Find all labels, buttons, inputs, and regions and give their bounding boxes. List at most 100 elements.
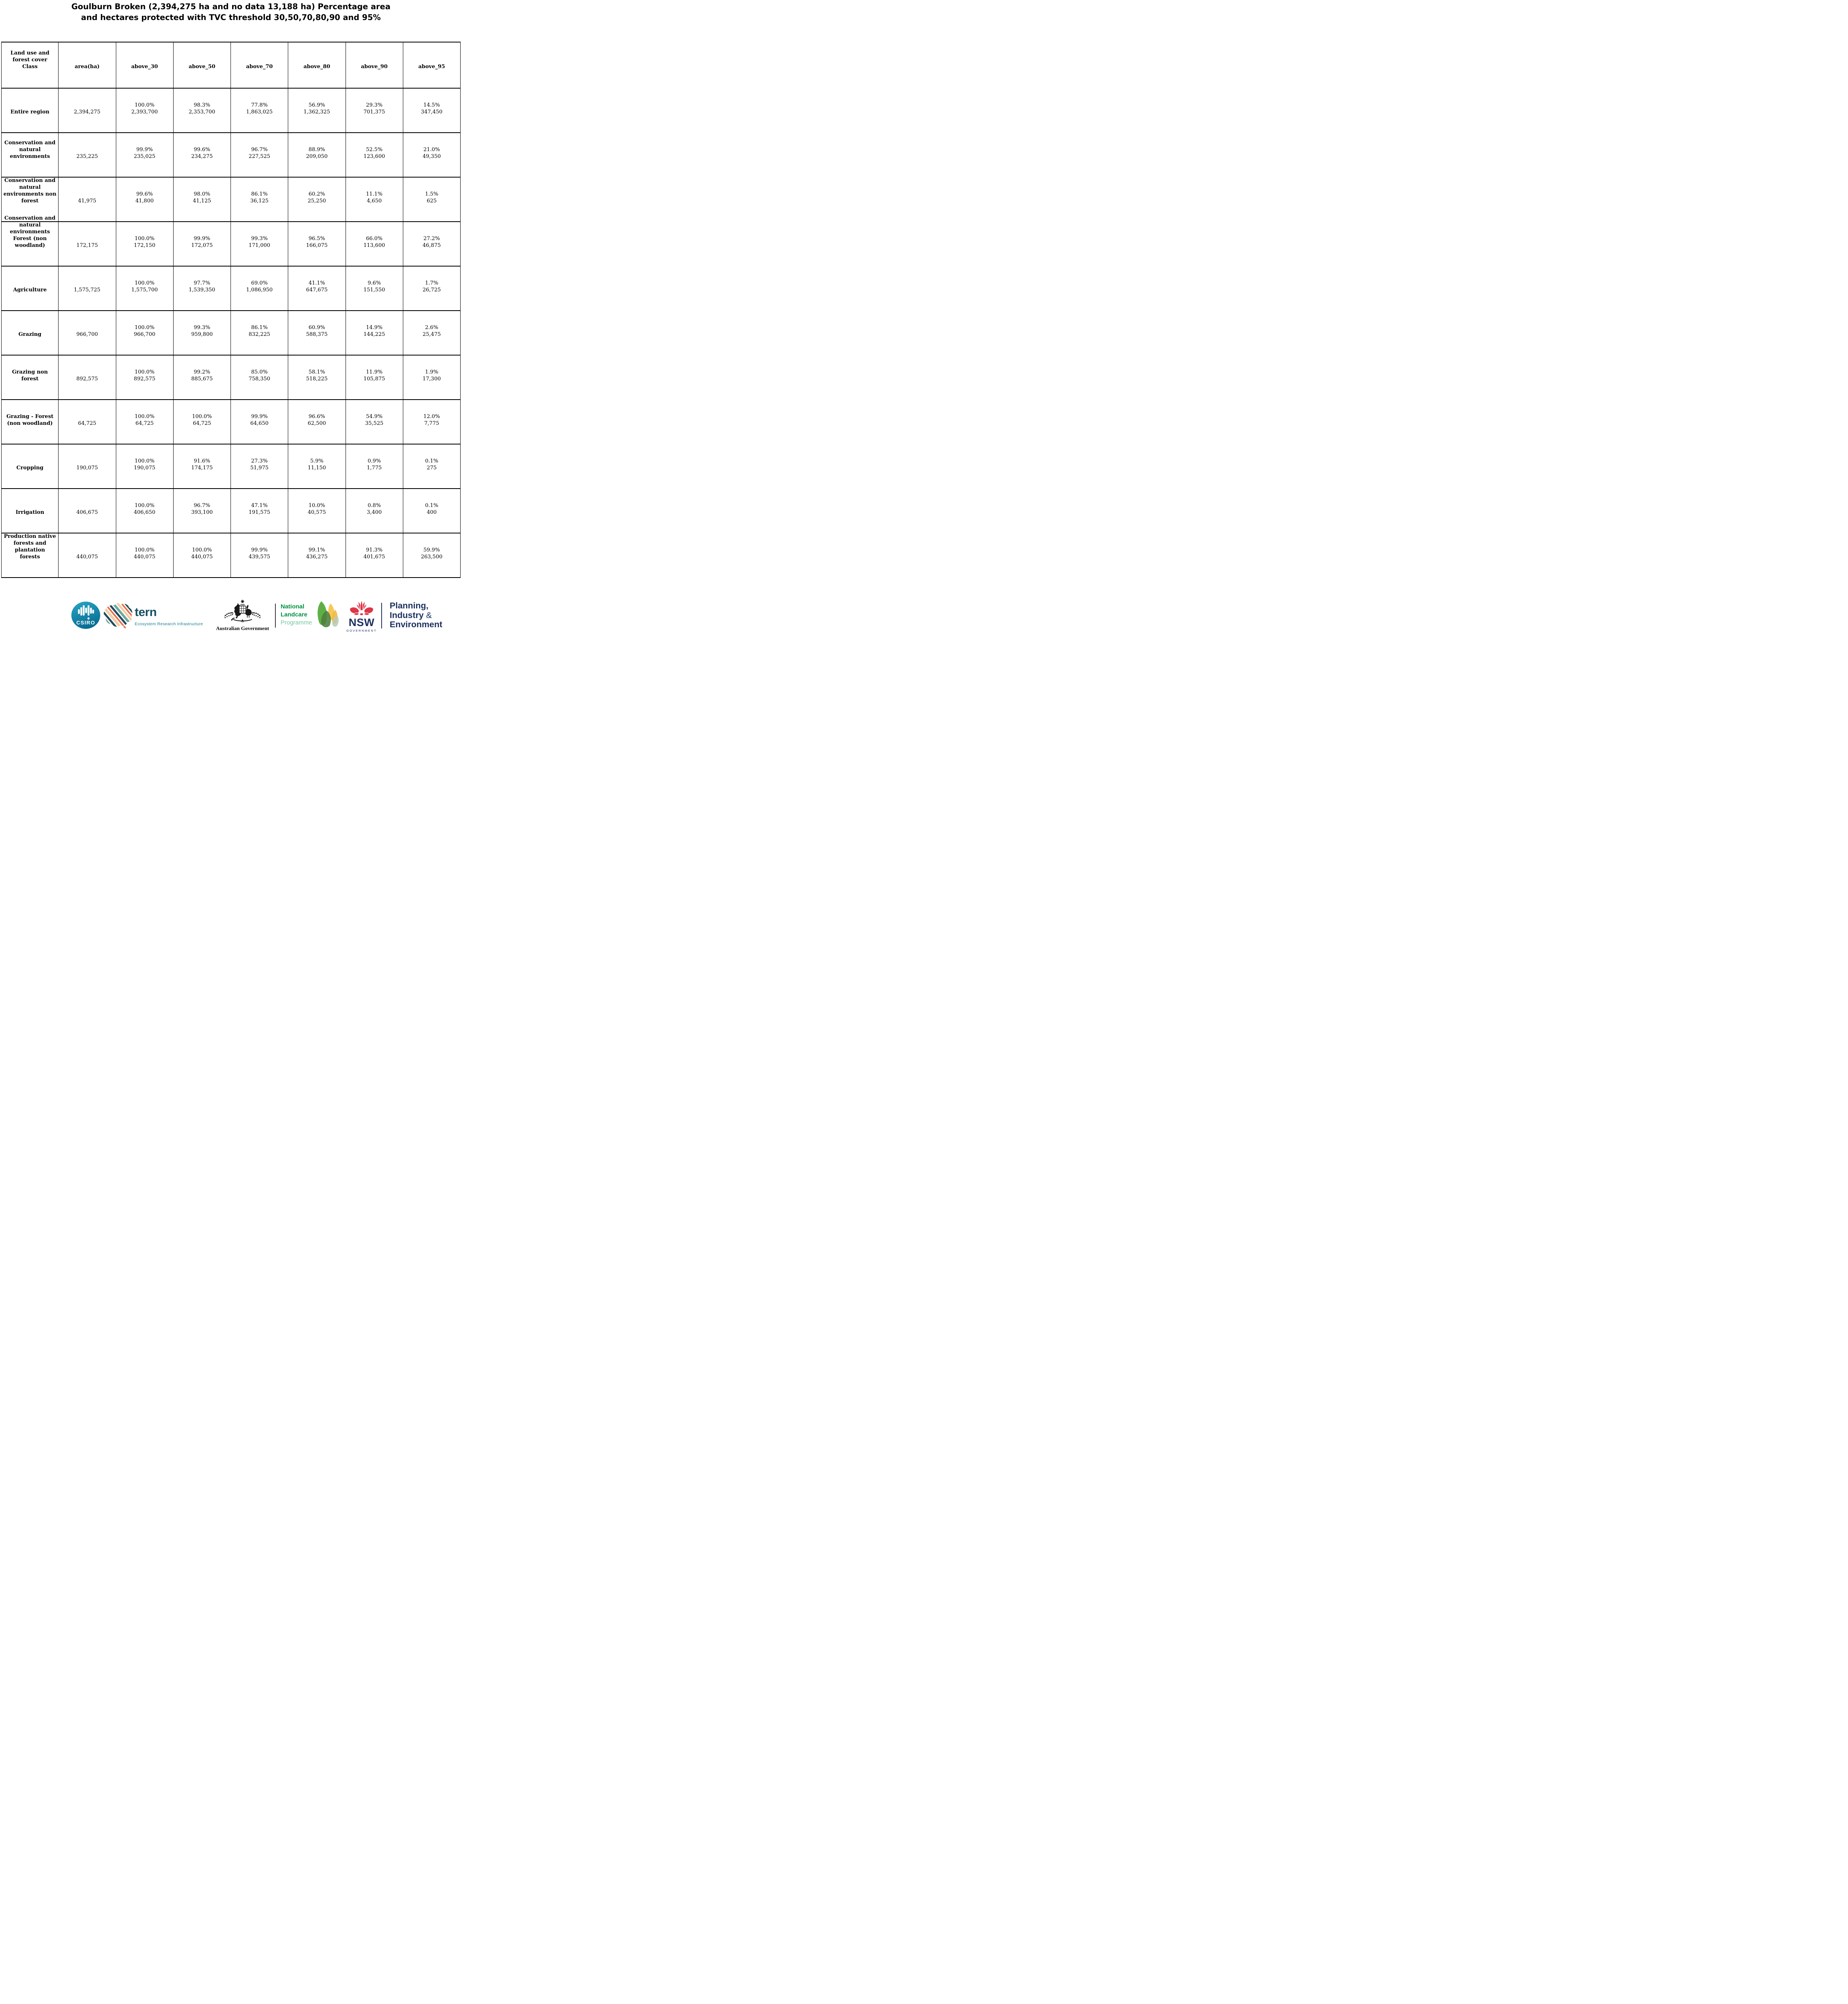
threshold-value: 99.6% 234,275 xyxy=(191,146,213,160)
value-cell-above_80: 58.1% 518,225 xyxy=(288,356,346,399)
table-row-5: Grazing 966,700 100.0% 966,700 99.3% 959,80… xyxy=(1,311,461,356)
header-cell-3: above_50 xyxy=(174,42,231,88)
landcare-line-3: Programme xyxy=(281,619,312,626)
value-cell-above_80: 10.0% 40,575 xyxy=(288,489,346,533)
threshold-value: 85.0% 758,350 xyxy=(249,369,270,382)
value-cell-above_50: 98.0% 41,125 xyxy=(174,178,231,221)
landcare-wordmark: National Landcare Programme xyxy=(281,603,312,627)
area-cell: 966,700 xyxy=(59,311,116,355)
threshold-value: 100.0% 440,075 xyxy=(191,547,213,560)
threshold-value: 0.8% 3,400 xyxy=(367,502,382,515)
threshold-value: 100.0% 406,650 xyxy=(133,502,156,515)
table-row-6: Grazing non forest 892,575 100.0% 892,575 9… xyxy=(1,356,461,400)
threshold-value: 99.9% 235,025 xyxy=(133,146,156,160)
value-cell-above_80: 96.6% 62,500 xyxy=(288,400,346,444)
threshold-value: 52.5% 123,600 xyxy=(363,146,385,160)
area-cell: 235,225 xyxy=(59,133,116,177)
value-cell-above_95: 14.5% 347,450 xyxy=(403,89,461,132)
threshold-value: 100.0% 172,150 xyxy=(133,235,156,248)
threshold-value: 100.0% 2,393,700 xyxy=(131,102,158,115)
table-row-1: Conservation and natural environments 235… xyxy=(1,133,461,178)
threshold-value: 96.7% 227,525 xyxy=(249,146,270,160)
table-row-0: Entire region 2,394,275 100.0% 2,393,700 98… xyxy=(1,89,461,133)
area-value: 190,075 xyxy=(76,465,98,471)
header-cell-5: above_80 xyxy=(288,42,346,88)
csiro-starburst-icon xyxy=(78,605,94,620)
value-cell-above_95: 1.5% 625 xyxy=(403,178,461,221)
threshold-value: 97.7% 1,539,350 xyxy=(188,280,215,293)
threshold-value: 14.5% 347,450 xyxy=(421,102,443,115)
landcare-leaves-icon xyxy=(317,601,339,627)
area-cell: 172,175 xyxy=(59,222,116,266)
header-label: above_30 xyxy=(131,63,158,70)
threshold-value: 99.6% 41,800 xyxy=(135,191,154,204)
threshold-value: 58.1% 518,225 xyxy=(306,369,328,382)
row-label: Grazing xyxy=(18,331,42,337)
title-line-2: and hectares protected with TVC threshol… xyxy=(81,13,381,22)
dpie-line-2: Industry & xyxy=(390,610,432,620)
threshold-value: 10.0% 40,575 xyxy=(307,502,326,515)
threshold-value: 100.0% 440,075 xyxy=(133,547,156,560)
header-cell-2: above_30 xyxy=(116,42,174,88)
threshold-value: 99.9% 172,075 xyxy=(191,235,213,248)
value-cell-above_50: 99.3% 959,800 xyxy=(174,311,231,355)
threshold-value: 98.0% 41,125 xyxy=(193,191,211,204)
threshold-value: 77.8% 1,863,025 xyxy=(246,102,273,115)
value-cell-above_95: 2.6% 25,475 xyxy=(403,311,461,355)
nsw-label: NSW xyxy=(348,616,375,628)
threshold-value: 14.9% 144,225 xyxy=(363,324,385,337)
svg-text:CSIRO: CSIRO xyxy=(76,620,95,626)
tern-word: tern xyxy=(135,606,157,619)
value-cell-above_30: 100.0% 172,150 xyxy=(116,222,174,266)
threshold-value: 27.3% 51,975 xyxy=(250,458,269,471)
value-cell-above_30: 100.0% 440,075 xyxy=(116,533,174,577)
header-label: area(ha) xyxy=(75,63,100,70)
landcare-line-2: Landcare xyxy=(281,611,307,618)
area-cell: 406,675 xyxy=(59,489,116,533)
threshold-value: 86.1% 832,225 xyxy=(249,324,270,337)
title-line-1: Goulburn Broken (2,394,275 ha and no dat… xyxy=(71,2,391,11)
logo-footer: CSIRO xyxy=(0,579,462,640)
area-cell: 440,075 xyxy=(59,533,116,577)
value-cell-above_30: 100.0% 2,393,700 xyxy=(116,89,174,132)
value-cell-above_95: 21.0% 49,350 xyxy=(403,133,461,177)
value-cell-above_90: 91.3% 401,675 xyxy=(346,533,403,577)
area-cell: 892,575 xyxy=(59,356,116,399)
value-cell-above_90: 11.1% 4,650 xyxy=(346,178,403,221)
dpie-line-3: Environment xyxy=(390,620,443,629)
table-row-9: Irrigation 406,675 100.0% 406,650 96.7% 393… xyxy=(1,489,461,533)
value-cell-above_95: 1.7% 26,725 xyxy=(403,267,461,310)
threshold-value: 11.1% 4,650 xyxy=(366,191,383,204)
row-label-cell: Grazing xyxy=(1,311,59,355)
threshold-value: 96.5% 166,075 xyxy=(306,235,328,248)
value-cell-above_80: 88.9% 209,050 xyxy=(288,133,346,177)
threshold-value: 1.7% 26,725 xyxy=(423,280,441,293)
area-value: 41,975 xyxy=(78,198,97,204)
threshold-value: 96.6% 62,500 xyxy=(307,413,326,426)
value-cell-above_30: 99.9% 235,025 xyxy=(116,133,174,177)
value-cell-above_90: 54.9% 35,525 xyxy=(346,400,403,444)
threshold-value: 66.0% 113,600 xyxy=(363,235,385,248)
row-label-cell: Cropping xyxy=(1,444,59,488)
data-table: Land use and forest cover Class area(ha) a… xyxy=(1,42,461,578)
value-cell-above_70: 85.0% 758,350 xyxy=(231,356,289,399)
area-value: 172,175 xyxy=(76,242,98,248)
tern-subtitle: Ecosystem Research Infrastructure xyxy=(135,622,203,626)
threshold-value: 11.9% 105,875 xyxy=(363,369,385,382)
ampersand: & xyxy=(426,610,432,620)
value-cell-above_90: 29.3% 701,375 xyxy=(346,89,403,132)
value-cell-above_95: 59.9% 263,500 xyxy=(403,533,461,577)
row-label-cell: Conservation and natural environments no… xyxy=(1,178,59,221)
table-row-8: Cropping 190,075 100.0% 190,075 91.6% 174,1… xyxy=(1,444,461,489)
value-cell-above_95: 27.2% 46,875 xyxy=(403,222,461,266)
value-cell-above_90: 52.5% 123,600 xyxy=(346,133,403,177)
value-cell-above_30: 100.0% 892,575 xyxy=(116,356,174,399)
header-cell-7: above_95 xyxy=(403,42,461,88)
row-label: Conservation and natural environments no… xyxy=(3,177,57,204)
threshold-value: 91.6% 174,175 xyxy=(191,458,213,471)
table-row-7: Grazing - Forest (non woodland) 64,725 100… xyxy=(1,400,461,444)
row-label-cell: Conservation and natural environments xyxy=(1,133,59,177)
header-label: above_50 xyxy=(188,63,216,70)
value-cell-above_70: 99.9% 64,650 xyxy=(231,400,289,444)
row-label-cell: Conservation and natural environments Fo… xyxy=(1,215,59,266)
